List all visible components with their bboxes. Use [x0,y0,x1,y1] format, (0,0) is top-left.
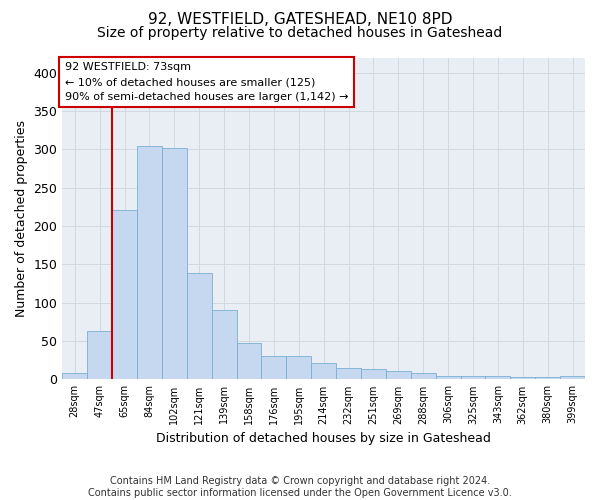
Bar [137,146,162,380]
Bar [311,364,336,380]
Bar [386,371,411,380]
Text: 92 WESTFIELD: 73sqm
← 10% of detached houses are smaller (125)
90% of semi-detac: 92 WESTFIELD: 73sqm ← 10% of detached ho… [65,62,349,102]
Bar [162,148,187,380]
Bar [336,368,361,380]
Bar [485,376,511,380]
Bar [87,331,112,380]
Bar [411,372,436,380]
Bar [62,374,87,380]
Bar [560,376,585,380]
Bar [262,356,286,380]
Bar [511,377,535,380]
Text: Contains HM Land Registry data © Crown copyright and database right 2024.
Contai: Contains HM Land Registry data © Crown c… [88,476,512,498]
Text: 92, WESTFIELD, GATESHEAD, NE10 8PD: 92, WESTFIELD, GATESHEAD, NE10 8PD [148,12,452,28]
Bar [286,356,311,380]
Bar [361,370,386,380]
Text: Size of property relative to detached houses in Gateshead: Size of property relative to detached ho… [97,26,503,40]
X-axis label: Distribution of detached houses by size in Gateshead: Distribution of detached houses by size … [156,432,491,445]
Y-axis label: Number of detached properties: Number of detached properties [15,120,28,317]
Bar [112,210,137,380]
Bar [535,377,560,380]
Bar [187,273,212,380]
Bar [236,344,262,380]
Bar [436,376,461,380]
Bar [461,376,485,380]
Bar [212,310,236,380]
